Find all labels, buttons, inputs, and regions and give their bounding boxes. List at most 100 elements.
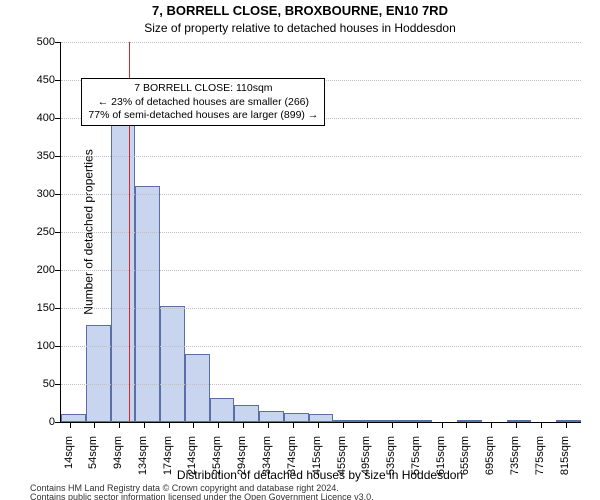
x-tick	[119, 422, 120, 428]
footer-line-2: Contains public sector information licen…	[30, 493, 374, 500]
y-tick-label: 150	[15, 302, 55, 314]
y-tick-label: 300	[15, 188, 55, 200]
x-tick-label: 575sqm	[410, 436, 422, 486]
y-tick	[55, 346, 61, 347]
histogram-bar	[556, 420, 581, 422]
x-tick-label: 254sqm	[211, 436, 223, 486]
x-tick	[367, 422, 368, 428]
y-tick	[55, 422, 61, 423]
footer-attribution: Contains HM Land Registry data © Crown c…	[30, 484, 374, 500]
x-tick	[466, 422, 467, 428]
chart-title: 7, BORRELL CLOSE, BROXBOURNE, EN10 7RD	[0, 4, 600, 19]
x-tick	[343, 422, 344, 428]
x-tick	[70, 422, 71, 428]
histogram-bar	[135, 186, 160, 422]
y-tick-label: 0	[15, 416, 55, 428]
x-tick-label: 615sqm	[435, 436, 447, 486]
gridline	[61, 156, 581, 157]
histogram-bar	[507, 420, 532, 422]
x-tick-label: 334sqm	[261, 436, 273, 486]
x-tick	[193, 422, 194, 428]
y-tick-label: 350	[15, 150, 55, 162]
x-tick-label: 54sqm	[87, 436, 99, 486]
y-tick	[55, 42, 61, 43]
x-tick-label: 735sqm	[509, 436, 521, 486]
y-tick-label: 250	[15, 226, 55, 238]
chart-subtitle: Size of property relative to detached ho…	[0, 21, 600, 35]
x-tick	[491, 422, 492, 428]
histogram-bar	[185, 354, 210, 422]
y-tick-label: 450	[15, 74, 55, 86]
gridline	[61, 308, 581, 309]
histogram-bar	[259, 411, 284, 422]
x-tick	[566, 422, 567, 428]
histogram-bar	[61, 414, 86, 422]
histogram-bar	[408, 420, 433, 422]
annotation-line: 7 BORRELL CLOSE: 110sqm	[88, 82, 318, 95]
histogram-bar	[309, 414, 334, 422]
gridline	[61, 346, 581, 347]
x-tick-label: 775sqm	[534, 436, 546, 486]
gridline	[61, 42, 581, 43]
y-tick	[55, 80, 61, 81]
y-tick	[55, 118, 61, 119]
x-tick-label: 815sqm	[559, 436, 571, 486]
x-tick-label: 374sqm	[286, 436, 298, 486]
gridline	[61, 232, 581, 233]
y-tick	[55, 156, 61, 157]
x-tick	[392, 422, 393, 428]
x-tick-label: 695sqm	[484, 436, 496, 486]
x-tick-label: 14sqm	[63, 436, 75, 486]
x-tick	[218, 422, 219, 428]
x-tick	[94, 422, 95, 428]
x-tick-label: 535sqm	[385, 436, 397, 486]
x-tick-label: 495sqm	[360, 436, 372, 486]
histogram-bar	[86, 325, 111, 422]
y-tick-label: 100	[15, 340, 55, 352]
x-tick-label: 214sqm	[186, 436, 198, 486]
x-tick-label: 415sqm	[311, 436, 323, 486]
y-tick-label: 200	[15, 264, 55, 276]
x-tick-label: 94sqm	[112, 436, 124, 486]
histogram-bar	[160, 306, 185, 422]
y-tick-label: 50	[15, 378, 55, 390]
y-tick	[55, 232, 61, 233]
x-tick	[541, 422, 542, 428]
y-tick	[55, 308, 61, 309]
x-tick-label: 174sqm	[162, 436, 174, 486]
gridline	[61, 194, 581, 195]
x-tick-label: 455sqm	[336, 436, 348, 486]
x-tick-label: 134sqm	[137, 436, 149, 486]
x-tick	[268, 422, 269, 428]
histogram-bar	[358, 420, 383, 422]
x-tick	[169, 422, 170, 428]
x-tick	[516, 422, 517, 428]
x-tick	[417, 422, 418, 428]
histogram-bar	[284, 413, 309, 422]
histogram-bar	[333, 420, 358, 422]
histogram-bar	[383, 420, 408, 422]
histogram-bar	[111, 114, 136, 422]
y-tick	[55, 270, 61, 271]
y-tick-label: 400	[15, 112, 55, 124]
plot-area: 0501001502002503003504004505007 BORRELL …	[60, 42, 581, 423]
x-tick	[144, 422, 145, 428]
chart-container: 7, BORRELL CLOSE, BROXBOURNE, EN10 7RD S…	[0, 0, 600, 500]
annotation-box: 7 BORRELL CLOSE: 110sqm← 23% of detached…	[81, 78, 325, 125]
y-tick	[55, 384, 61, 385]
histogram-bar	[210, 398, 235, 422]
gridline	[61, 270, 581, 271]
annotation-line: 77% of semi-detached houses are larger (…	[88, 109, 318, 122]
x-tick	[442, 422, 443, 428]
x-tick-label: 294sqm	[236, 436, 248, 486]
y-tick-label: 500	[15, 36, 55, 48]
y-tick	[55, 194, 61, 195]
gridline	[61, 384, 581, 385]
x-tick	[293, 422, 294, 428]
x-tick	[318, 422, 319, 428]
x-tick-label: 655sqm	[459, 436, 471, 486]
x-tick	[243, 422, 244, 428]
histogram-bar	[457, 420, 482, 422]
annotation-line: ← 23% of detached houses are smaller (26…	[88, 96, 318, 109]
histogram-bar	[234, 405, 259, 422]
